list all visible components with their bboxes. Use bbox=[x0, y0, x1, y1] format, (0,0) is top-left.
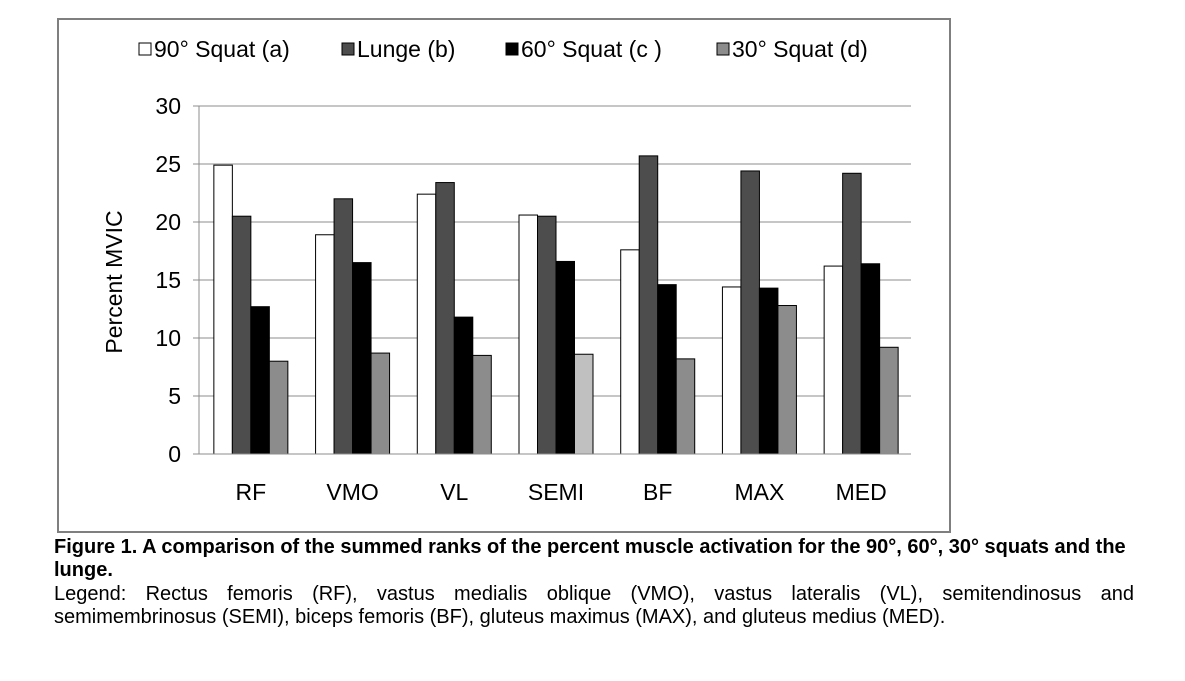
legend-entry: 30° Squat (d) bbox=[732, 36, 868, 62]
y-tick-label: 25 bbox=[155, 151, 181, 177]
y-tick-label: 20 bbox=[155, 209, 181, 235]
bar bbox=[879, 346, 899, 455]
bar bbox=[721, 286, 742, 455]
legend-swatch bbox=[341, 42, 355, 56]
bar bbox=[860, 263, 881, 455]
chart-frame: 0 5 10 15 20 25 30 RF VMO VL SEMI BF MAX MED 90° Squa… bbox=[57, 18, 951, 533]
bar bbox=[537, 215, 557, 455]
bar bbox=[574, 353, 594, 455]
bar bbox=[231, 215, 252, 455]
bar bbox=[777, 305, 797, 455]
x-tick-label: BF bbox=[643, 479, 672, 505]
bar bbox=[213, 164, 233, 455]
bar bbox=[555, 260, 575, 455]
bar bbox=[758, 287, 779, 455]
bar bbox=[333, 198, 354, 455]
y-tick-label: 10 bbox=[155, 325, 181, 351]
bar bbox=[675, 358, 696, 455]
bar bbox=[315, 234, 335, 455]
bars bbox=[213, 155, 899, 455]
bar bbox=[435, 182, 455, 455]
bar bbox=[823, 265, 844, 455]
bar bbox=[268, 360, 289, 455]
y-axis-label: Percent MVIC bbox=[101, 210, 127, 353]
bar bbox=[638, 155, 659, 455]
bar bbox=[657, 284, 677, 455]
legend-entry: 60° Squat (c ) bbox=[521, 36, 662, 62]
bar bbox=[453, 316, 474, 455]
figure-caption: Figure 1. A comparison of the summed ran… bbox=[54, 536, 1134, 629]
bar bbox=[740, 170, 760, 455]
axes bbox=[193, 105, 911, 455]
legend-swatch bbox=[138, 42, 152, 56]
legend-swatch bbox=[505, 42, 519, 56]
y-tick-label: 30 bbox=[155, 93, 181, 119]
x-tick-label: VMO bbox=[326, 479, 378, 505]
legend-swatch bbox=[716, 42, 730, 56]
figure-title: Figure 1. A comparison of the summed ran… bbox=[54, 536, 1126, 581]
y-tick-label: 15 bbox=[155, 267, 181, 293]
y-tick-label: 0 bbox=[168, 441, 181, 467]
tick-labels: 0 5 10 15 20 25 30 RF VMO VL SEMI BF MAX MED bbox=[155, 93, 886, 505]
bar bbox=[472, 354, 492, 455]
x-tick-label: MED bbox=[836, 479, 887, 505]
figure-legend-text: Legend: Rectus femoris (RF), vastus medi… bbox=[54, 583, 1134, 628]
bar bbox=[250, 306, 270, 455]
legend-entry: 90° Squat (a) bbox=[154, 36, 290, 62]
bar bbox=[416, 193, 437, 455]
bar-chart: 0 5 10 15 20 25 30 RF VMO VL SEMI BF MAX MED 90° Squa… bbox=[101, 36, 911, 505]
bar bbox=[518, 214, 538, 455]
legend-entry: Lunge (b) bbox=[357, 36, 455, 62]
bar bbox=[620, 249, 640, 455]
bar bbox=[352, 262, 372, 455]
x-tick-label: VL bbox=[440, 479, 468, 505]
legend: 90° Squat (a) Lunge (b) 60° Squat (c ) 30° … bbox=[138, 36, 868, 62]
x-tick-label: SEMI bbox=[528, 479, 584, 505]
bar bbox=[370, 352, 391, 455]
x-tick-label: MAX bbox=[735, 479, 785, 505]
x-tick-label: RF bbox=[236, 479, 267, 505]
y-tick-label: 5 bbox=[168, 383, 181, 409]
bar bbox=[842, 172, 862, 455]
